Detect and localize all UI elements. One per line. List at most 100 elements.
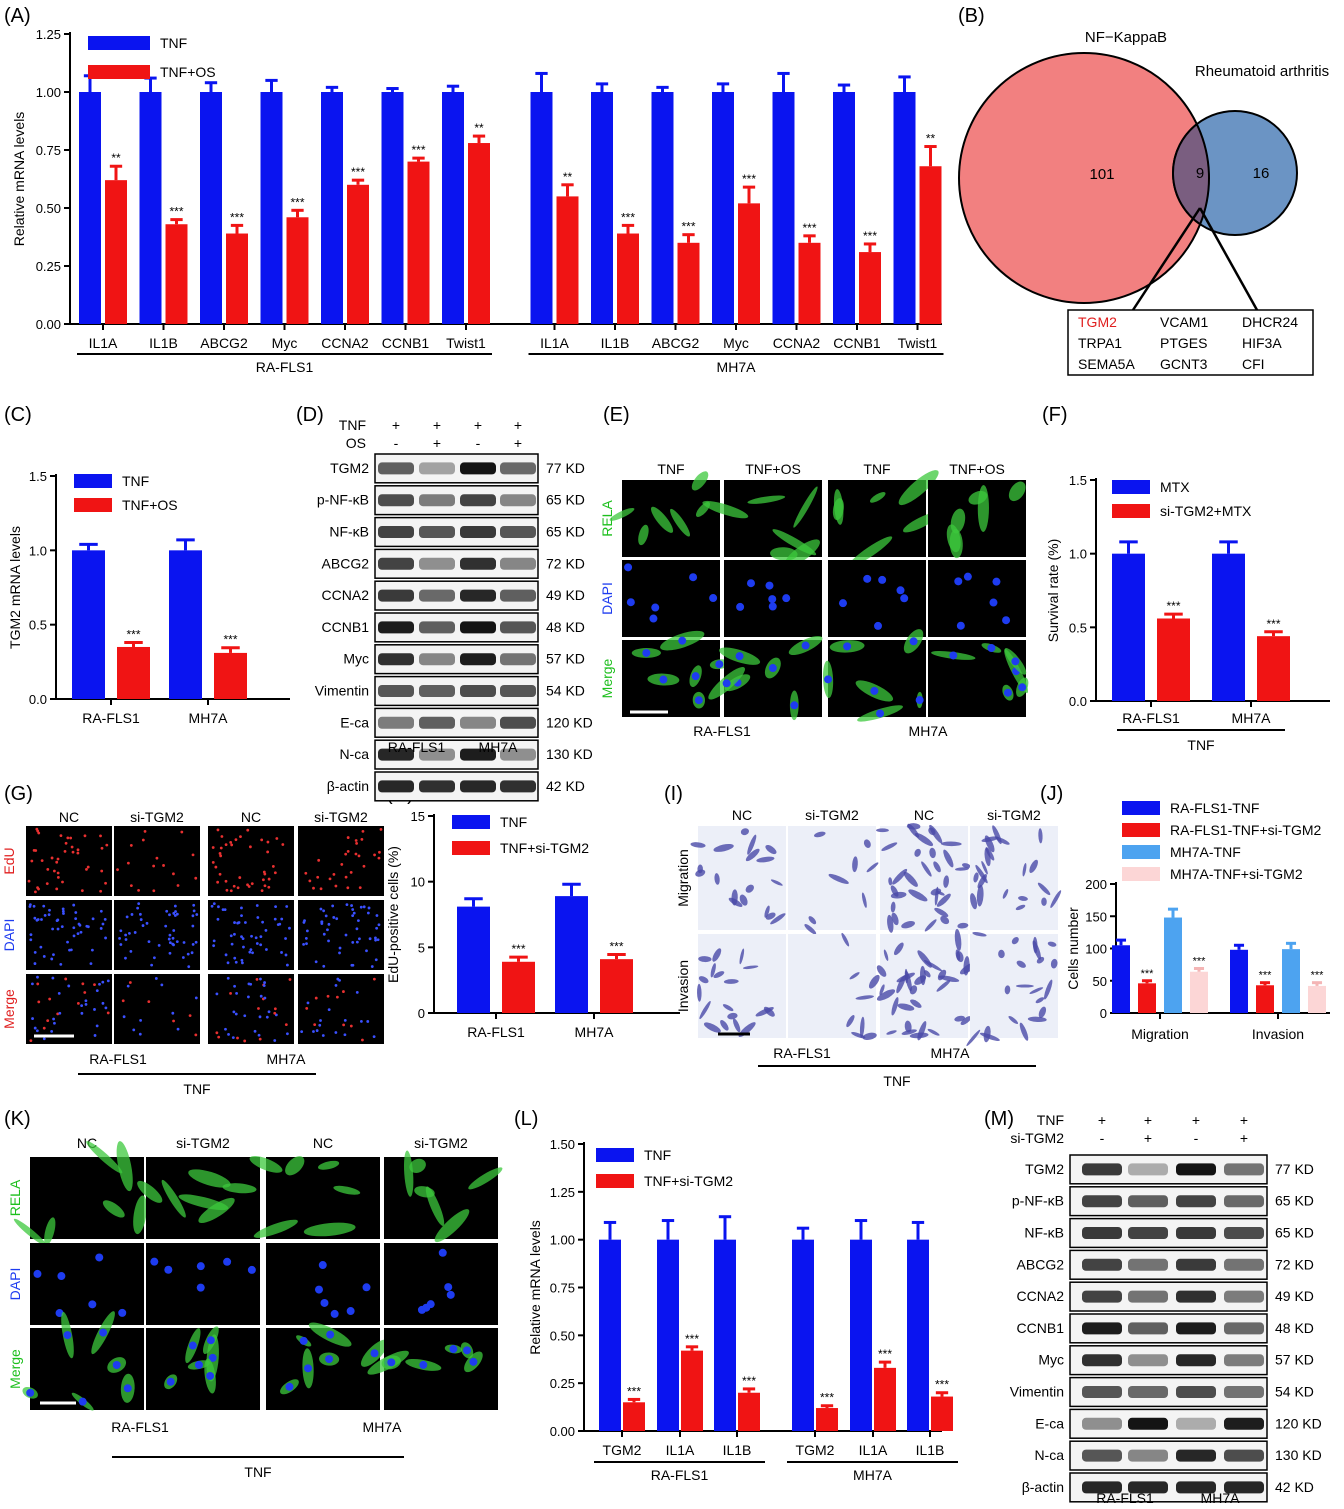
cell-nucleus	[285, 1382, 294, 1391]
protein-label: N-ca	[1034, 1447, 1064, 1463]
stained-cell-dot	[284, 1023, 288, 1027]
significance-marker: **	[111, 151, 121, 165]
stained-cell	[960, 1016, 972, 1026]
stained-cell-dot	[137, 902, 141, 906]
band-size-label: 49 KD	[546, 587, 585, 603]
cell-nucleus	[304, 1364, 313, 1373]
stained-cell	[846, 1014, 855, 1028]
cell-nucleus	[26, 1388, 35, 1397]
stained-cell-dot	[210, 904, 214, 908]
blot-band	[1224, 1322, 1264, 1335]
bar-tnf-os	[347, 184, 369, 324]
stained-cell-dot	[125, 915, 129, 919]
blot-condition-mark: +	[1098, 1112, 1106, 1128]
stained-cell-dot	[338, 978, 341, 982]
stained-cell-dot	[173, 904, 177, 908]
panel-label-l: (L)	[514, 1108, 538, 1130]
y-tick-label: 0.75	[36, 143, 61, 158]
stained-cell-dot	[90, 948, 94, 952]
micrograph-cell-label: MH7A	[267, 1051, 307, 1067]
micrograph-grid-e: TNF TNF+OS TNF TNF+OS RELA DAPI Merge RA-FLS1 MH…	[599, 461, 1029, 739]
stained-cell-dot	[316, 875, 320, 879]
cell-nucleus	[722, 679, 731, 688]
blot-band	[419, 653, 455, 666]
blot-band	[1128, 1258, 1168, 1271]
blot-condition-mark: -	[1100, 1130, 1105, 1146]
y-tick-label: 0.75	[550, 1281, 575, 1296]
stained-cell	[764, 905, 770, 918]
significance-marker: **	[474, 121, 484, 135]
blot-band	[1082, 1227, 1122, 1239]
x-tick-label: MH7A	[575, 1024, 615, 1040]
cell-body	[333, 1185, 361, 1195]
stained-cell-dot	[357, 854, 361, 858]
bar-tnf	[907, 1239, 929, 1431]
cell-nucleus	[963, 572, 972, 581]
chart-panel-c: 0.0 0.5 1.0 1.5 TGM2 mRNA levels *** RA-FLS1 **…	[7, 469, 290, 726]
stained-cell-dot	[72, 926, 76, 930]
stained-cell-dot	[374, 958, 378, 962]
blot-band	[1224, 1449, 1264, 1462]
stained-cell-dot	[172, 943, 175, 947]
cell-body	[249, 1156, 283, 1173]
stained-cell-dot	[61, 880, 64, 884]
stained-cell-dot	[351, 940, 355, 944]
stained-cell-dot	[273, 1039, 277, 1042]
stained-cell-dot	[139, 918, 143, 921]
stained-cell	[940, 841, 962, 847]
stained-cell-dot	[362, 864, 366, 868]
stained-cell	[956, 951, 964, 963]
significance-marker: ***	[609, 940, 623, 954]
stained-cell-dot	[99, 889, 103, 893]
bar-tnf	[200, 92, 222, 324]
cell-body	[1008, 481, 1026, 502]
stained-cell-dot	[47, 913, 51, 917]
cell-body	[670, 508, 691, 537]
stained-cell-dot	[152, 956, 156, 960]
cell-nucleus	[838, 599, 847, 608]
stained-cell	[852, 856, 858, 873]
stained-cell	[723, 979, 739, 984]
stained-cell-dot	[286, 1032, 289, 1036]
cell-nucleus	[954, 577, 963, 586]
stained-cell-dot	[230, 843, 234, 847]
cell-body	[188, 1169, 231, 1188]
protein-label: TGM2	[1025, 1161, 1064, 1177]
stained-cell-dot	[338, 951, 341, 955]
venn-diagram: NF−KappaB Rheumatoid arthritis 101 9 16 …	[958, 29, 1329, 376]
x-tick-label: Invasion	[1252, 1026, 1304, 1042]
bar-mh7a-tnf-si-tgm2	[1190, 971, 1208, 1013]
bar-si-tgm2-mtx	[1157, 618, 1190, 701]
stained-cell	[934, 907, 949, 917]
stained-cell	[727, 1012, 738, 1020]
micrograph-tile	[928, 560, 1026, 637]
panel-label-j: (J)	[1040, 783, 1063, 805]
bar-tnf-os	[226, 233, 248, 324]
significance-marker: ***	[863, 229, 877, 243]
stained-cell-dot	[355, 990, 359, 994]
stained-cell-dot	[241, 961, 244, 965]
stained-cell	[921, 861, 932, 877]
legend-label: TNF+si-TGM2	[644, 1173, 733, 1189]
stained-cell-dot	[273, 871, 277, 875]
stained-cell-dot	[51, 976, 55, 980]
stained-cell-dot	[194, 940, 198, 944]
stained-cell	[849, 972, 860, 980]
cell-body	[403, 1150, 414, 1197]
bar-tnf-si-tgm2	[681, 1350, 703, 1431]
blot-band	[1128, 1290, 1168, 1303]
stained-cell	[1015, 984, 1034, 988]
micrograph-tile	[114, 974, 200, 1044]
micrograph-column-label: TNF	[657, 461, 684, 477]
stained-cell-dot	[133, 931, 137, 934]
blot-band	[500, 462, 536, 475]
cell-nucleus	[318, 1261, 327, 1270]
stained-cell-dot	[129, 844, 133, 847]
stained-cell-dot	[101, 1001, 105, 1005]
blot-band	[1176, 1163, 1216, 1176]
blot-band	[419, 462, 455, 475]
stained-cell-dot	[106, 979, 110, 983]
stained-cell-dot	[48, 997, 52, 1001]
blot-band	[1176, 1290, 1216, 1303]
stained-cell-dot	[227, 1032, 230, 1036]
